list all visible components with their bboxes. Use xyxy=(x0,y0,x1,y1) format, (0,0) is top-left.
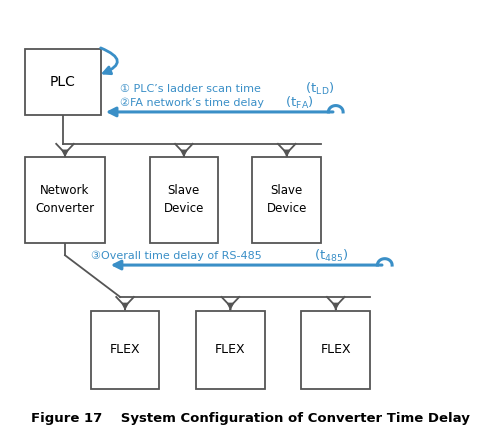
Bar xyxy=(196,311,264,389)
Text: (t$_\mathregular{LD}$): (t$_\mathregular{LD}$) xyxy=(296,80,334,97)
Text: Network
Converter: Network Converter xyxy=(36,184,94,216)
Text: ②FA network’s time delay: ②FA network’s time delay xyxy=(120,97,264,108)
Text: ① PLC’s ladder scan time: ① PLC’s ladder scan time xyxy=(120,84,261,94)
Text: (t$_\mathregular{FA}$): (t$_\mathregular{FA}$) xyxy=(277,95,314,111)
Text: Figure 17    System Configuration of Converter Time Delay: Figure 17 System Configuration of Conver… xyxy=(30,412,469,425)
Text: PLC: PLC xyxy=(50,75,76,89)
Bar xyxy=(150,158,218,243)
Bar xyxy=(24,49,101,115)
Text: FLEX: FLEX xyxy=(215,343,246,356)
Text: ③Overall time delay of RS-485: ③Overall time delay of RS-485 xyxy=(91,250,262,261)
Bar xyxy=(302,311,370,389)
Bar xyxy=(91,311,160,389)
Text: Slave
Device: Slave Device xyxy=(266,184,307,216)
Text: Slave
Device: Slave Device xyxy=(164,184,204,216)
Text: FLEX: FLEX xyxy=(110,343,140,356)
Bar xyxy=(24,158,105,243)
Text: (t$_\mathregular{485}$): (t$_\mathregular{485}$) xyxy=(306,248,350,264)
Text: FLEX: FLEX xyxy=(320,343,351,356)
Bar xyxy=(252,158,321,243)
